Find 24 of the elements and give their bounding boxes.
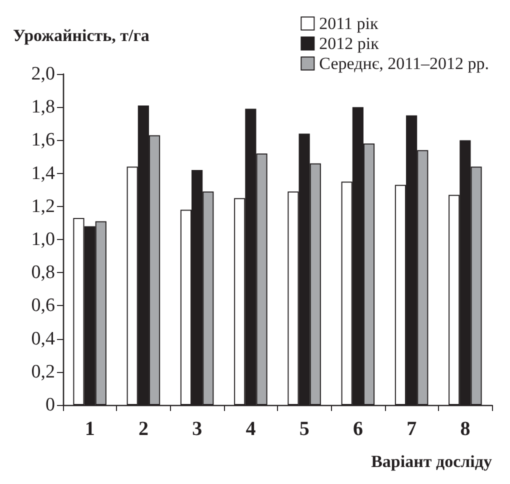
y-tick-label: 1,8	[31, 96, 55, 118]
y-tick-label: 0,8	[31, 262, 55, 284]
x-tick-label: 5	[299, 418, 310, 440]
y-tick-label: 0	[46, 394, 55, 416]
y-tick-label: 0,4	[31, 328, 56, 350]
x-tick-label: 8	[460, 418, 470, 440]
y-tick-label: 1,6	[31, 130, 55, 151]
legend-label: 2011 рік	[319, 14, 380, 33]
x-tick-label: 2	[138, 418, 148, 440]
y-tick-label: 1,2	[31, 196, 55, 217]
x-tick-label: 3	[192, 418, 202, 440]
x-tick-label: 6	[352, 418, 363, 440]
y-tick-label: 0,2	[31, 361, 55, 382]
y-tick-label: 1,4	[31, 162, 56, 184]
legend-label: 2012 рік	[319, 34, 380, 53]
x-tick-label: 4	[246, 418, 256, 440]
x-tick-label: 1	[84, 418, 95, 440]
y-axis-title: Урожайність, т/га	[13, 26, 150, 45]
legend-label: Середнє, 2011–2012 рр.	[319, 54, 489, 73]
y-tick-label: 2,0	[31, 64, 55, 84]
x-tick-label: 7	[406, 418, 417, 440]
x-axis-title: Варіант досліду	[371, 452, 492, 471]
y-tick-label: 1,0	[31, 229, 55, 250]
y-tick-label: 0,6	[31, 295, 55, 316]
